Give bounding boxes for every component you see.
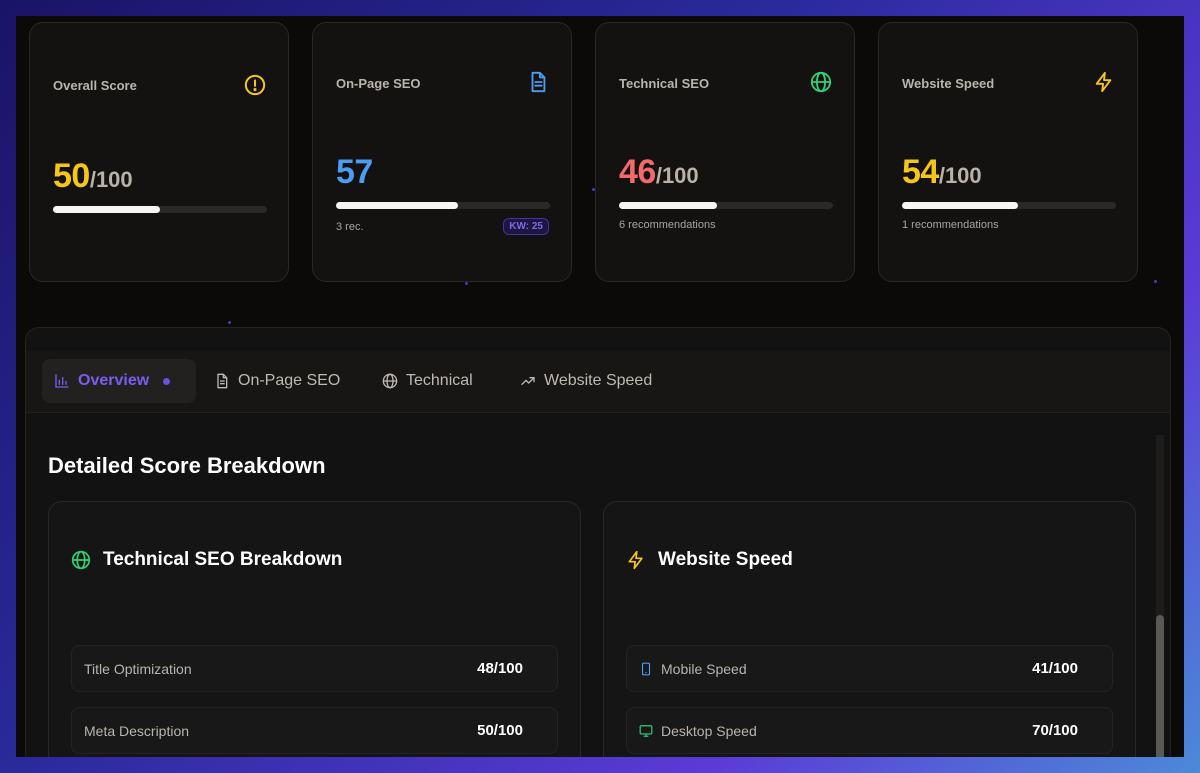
on-page-seo-card: On-Page SEO 57 3 rec. KW: 25 bbox=[312, 22, 572, 282]
recommendation-count: 6 recommendations bbox=[619, 219, 716, 231]
title-optimization-row: Title Optimization 48/100 bbox=[71, 645, 558, 692]
trending-up-icon bbox=[521, 377, 535, 385]
bar-chart-icon bbox=[55, 374, 69, 388]
technical-seo-breakdown-card: Technical SEO Breakdown Title Optimizati… bbox=[48, 501, 581, 757]
mobile-speed-row: Mobile Speed 41/100 bbox=[626, 645, 1113, 692]
scrollbar[interactable] bbox=[1156, 435, 1164, 757]
decorative-dot bbox=[465, 282, 468, 285]
technical-seo-card: Technical SEO 46/100 6 recommendations bbox=[595, 22, 855, 282]
on-page-seo-score-value: 57 bbox=[336, 153, 373, 191]
decorative-dot bbox=[1154, 280, 1157, 283]
scrollbar-thumb[interactable] bbox=[1156, 615, 1164, 757]
breakdown-title: Website Speed bbox=[658, 549, 793, 570]
website-speed-breakdown-card: Website Speed Mobile Speed 41/100 Deskto… bbox=[603, 501, 1136, 757]
document-icon bbox=[217, 373, 228, 389]
tab-label: On-Page SEO bbox=[238, 372, 341, 389]
overall-score-progress bbox=[53, 206, 267, 213]
overall-score-value: 50/100 bbox=[53, 157, 133, 195]
details-panel: Overview On-Page SEO Technical Website S… bbox=[25, 327, 1171, 757]
recommendation-count: 1 recommendations bbox=[902, 219, 999, 231]
breakdown-header: Technical SEO Breakdown bbox=[71, 549, 342, 571]
tab-label: Technical bbox=[406, 372, 473, 389]
tab-label: Overview bbox=[78, 372, 150, 389]
meta-description-row: Meta Description 50/100 bbox=[71, 707, 558, 754]
row-label-text: Mobile Speed bbox=[661, 660, 747, 677]
website-speed-card: Website Speed 54/100 1 recommendations bbox=[878, 22, 1138, 282]
app-frame: Overall Score 50/100 On-Page SEO 57 3 re… bbox=[16, 16, 1184, 757]
lightning-icon bbox=[628, 550, 643, 570]
active-indicator bbox=[163, 377, 171, 385]
decorative-dot bbox=[228, 321, 231, 324]
row-label: Mobile Speed bbox=[639, 661, 747, 677]
card-title: Technical SEO bbox=[619, 76, 710, 91]
smartphone-icon bbox=[641, 662, 651, 675]
decorative-dot bbox=[592, 188, 595, 191]
row-value: 50/100 bbox=[477, 722, 523, 739]
tab-website-speed[interactable]: Website Speed bbox=[508, 359, 664, 403]
globe-icon bbox=[71, 550, 91, 570]
technical-seo-progress bbox=[619, 202, 833, 209]
keyword-badge: KW: 25 bbox=[503, 218, 549, 235]
document-icon bbox=[527, 71, 549, 93]
card-title: Overall Score bbox=[53, 78, 137, 93]
row-label: Meta Description bbox=[84, 722, 190, 739]
alert-circle-icon bbox=[244, 74, 266, 96]
monitor-icon bbox=[639, 724, 653, 737]
tab-overview[interactable]: Overview bbox=[42, 359, 196, 403]
row-label-text: Desktop Speed bbox=[661, 722, 757, 739]
recommendation-count: 3 rec. bbox=[336, 221, 364, 233]
breakdown-title: Technical SEO Breakdown bbox=[103, 549, 343, 570]
row-label: Desktop Speed bbox=[639, 723, 757, 739]
tab-technical[interactable]: Technical bbox=[370, 359, 485, 403]
on-page-seo-progress bbox=[336, 202, 550, 209]
overall-score-card: Overall Score 50/100 bbox=[29, 22, 289, 282]
section-title: Detailed Score Breakdown bbox=[48, 453, 326, 478]
row-value: 41/100 bbox=[1032, 660, 1078, 677]
breakdown-header: Website Speed bbox=[626, 549, 793, 571]
tab-on-page-seo[interactable]: On-Page SEO bbox=[202, 359, 352, 403]
technical-seo-score-value: 46/100 bbox=[619, 153, 699, 191]
website-speed-score-value: 54/100 bbox=[902, 153, 982, 191]
row-label: Title Optimization bbox=[84, 660, 192, 677]
desktop-speed-row: Desktop Speed 70/100 bbox=[626, 707, 1113, 754]
card-title: On-Page SEO bbox=[336, 76, 421, 91]
globe-icon bbox=[810, 71, 832, 93]
website-speed-progress bbox=[902, 202, 1116, 209]
globe-icon bbox=[382, 373, 398, 389]
row-value: 48/100 bbox=[477, 660, 523, 677]
row-value: 70/100 bbox=[1032, 722, 1078, 739]
tab-bar: Overview On-Page SEO Technical Website S… bbox=[26, 351, 1170, 413]
lightning-icon bbox=[1093, 71, 1115, 93]
tab-label: Website Speed bbox=[544, 372, 653, 389]
card-title: Website Speed bbox=[902, 76, 995, 91]
